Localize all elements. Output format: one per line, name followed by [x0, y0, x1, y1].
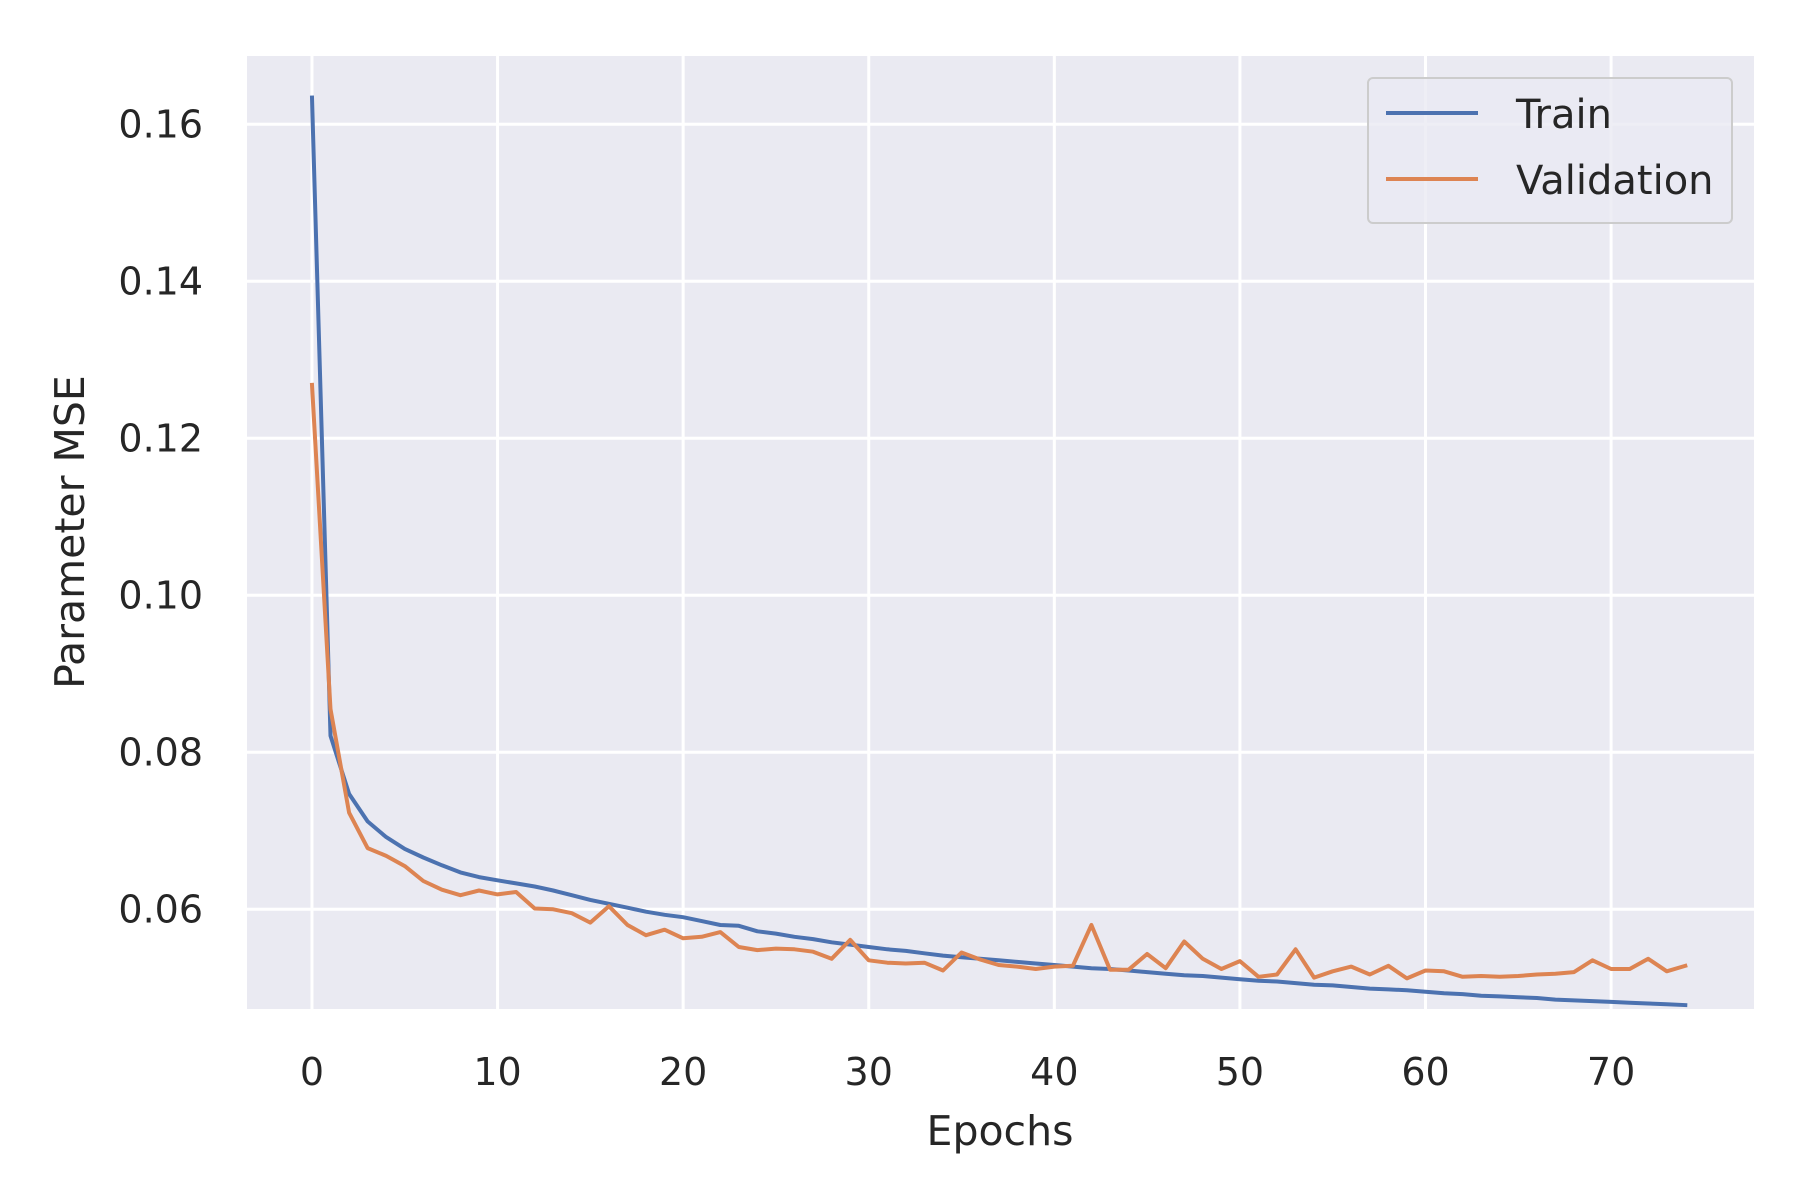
- legend-label-validation: Validation: [1516, 158, 1714, 204]
- x-axis-label: Epochs: [927, 1107, 1074, 1155]
- legend-label-train: Train: [1515, 92, 1612, 138]
- y-tick-label: 0.12: [118, 416, 203, 460]
- x-tick-label: 40: [1030, 1050, 1078, 1094]
- series-line-validation: [309, 382, 1688, 981]
- y-gridlines: [247, 122, 1754, 911]
- y-tick-label: 0.08: [118, 730, 203, 774]
- y-tick-label: 0.14: [118, 259, 203, 303]
- x-tick-label: 20: [659, 1050, 707, 1094]
- y-tick-label: 0.10: [118, 573, 203, 617]
- legend: Train Validation: [1367, 77, 1733, 224]
- y-tick-labels: 0.06 0.08 0.10 0.12 0.14 0.16: [118, 102, 203, 931]
- series-line-train: [309, 95, 1688, 1008]
- x-tick-label: 0: [300, 1050, 324, 1094]
- x-tick-label: 50: [1216, 1050, 1264, 1094]
- x-tick-label: 10: [473, 1050, 521, 1094]
- y-tick-label: 0.16: [118, 102, 203, 146]
- x-tick-labels: 0 10 20 30 40 50 60 70: [300, 1050, 1635, 1094]
- y-tick-label: 0.06: [118, 887, 203, 931]
- series-layer: [309, 95, 1688, 1008]
- x-tick-label: 70: [1587, 1050, 1635, 1094]
- y-axis-label: Parameter MSE: [46, 375, 94, 689]
- x-tick-label: 30: [845, 1050, 893, 1094]
- x-tick-label: 60: [1401, 1050, 1449, 1094]
